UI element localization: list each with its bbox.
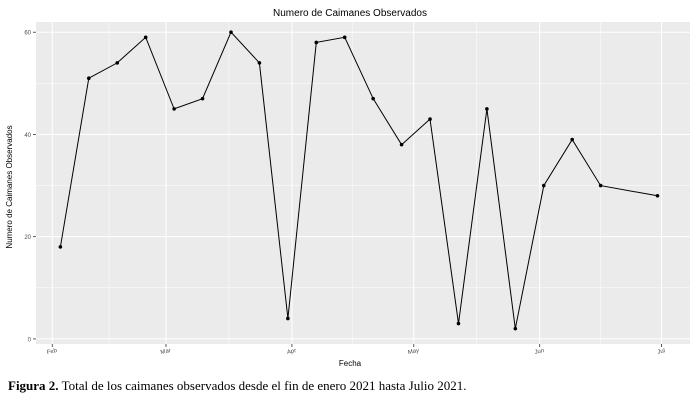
data-point	[399, 142, 404, 147]
grid-lines	[36, 22, 690, 344]
x-tick-label: Apr	[287, 348, 297, 356]
plot-panel	[36, 22, 690, 344]
axes: 0 20 40 60 Feb Mar Apr May Jun Jul	[24, 31, 665, 356]
x-tick-label: Feb	[46, 348, 58, 356]
data-point	[456, 321, 461, 326]
data-point	[58, 245, 63, 249]
data-point	[371, 96, 375, 101]
data-point	[200, 96, 205, 101]
data-series	[58, 30, 660, 331]
data-point	[172, 107, 176, 111]
x-tick-label: Jul	[657, 348, 666, 355]
data-point	[87, 76, 91, 81]
figure-caption: Figura 2. Total de los caimanes observad…	[8, 378, 698, 394]
x-tick-label: Jun	[534, 348, 545, 356]
data-point	[598, 183, 603, 188]
data-point	[342, 35, 347, 40]
y-tick-label: 20	[24, 235, 31, 241]
data-point	[428, 117, 432, 121]
data-point	[314, 40, 319, 45]
caption-label: Figura 2.	[8, 378, 59, 393]
chart-title: Numero de Caimanes Observados	[273, 8, 427, 19]
x-tick-label: May	[407, 348, 419, 356]
data-point	[655, 193, 660, 198]
x-axis-title: Fecha	[339, 359, 362, 368]
y-tick-label: 60	[24, 31, 31, 37]
x-tick-label: Mar	[160, 348, 171, 356]
data-point	[229, 30, 233, 35]
data-point	[541, 183, 546, 188]
data-point	[115, 61, 120, 65]
line-chart: 0 20 40 60 Feb Mar Apr May Jun Jul Numero de Caim…	[5, 8, 690, 368]
data-point	[513, 326, 518, 331]
data-point	[570, 137, 574, 142]
y-tick-label: 40	[24, 133, 31, 139]
caption-text: Total de los caimanes observados desde e…	[58, 378, 467, 393]
panel-background	[36, 22, 690, 344]
data-point	[286, 316, 290, 321]
data-point	[143, 35, 148, 40]
y-axis-title: Numero de Caimanes Observados	[5, 125, 14, 248]
data-point	[257, 61, 262, 65]
data-point	[485, 107, 489, 111]
y-tick-label: 0	[28, 337, 32, 343]
